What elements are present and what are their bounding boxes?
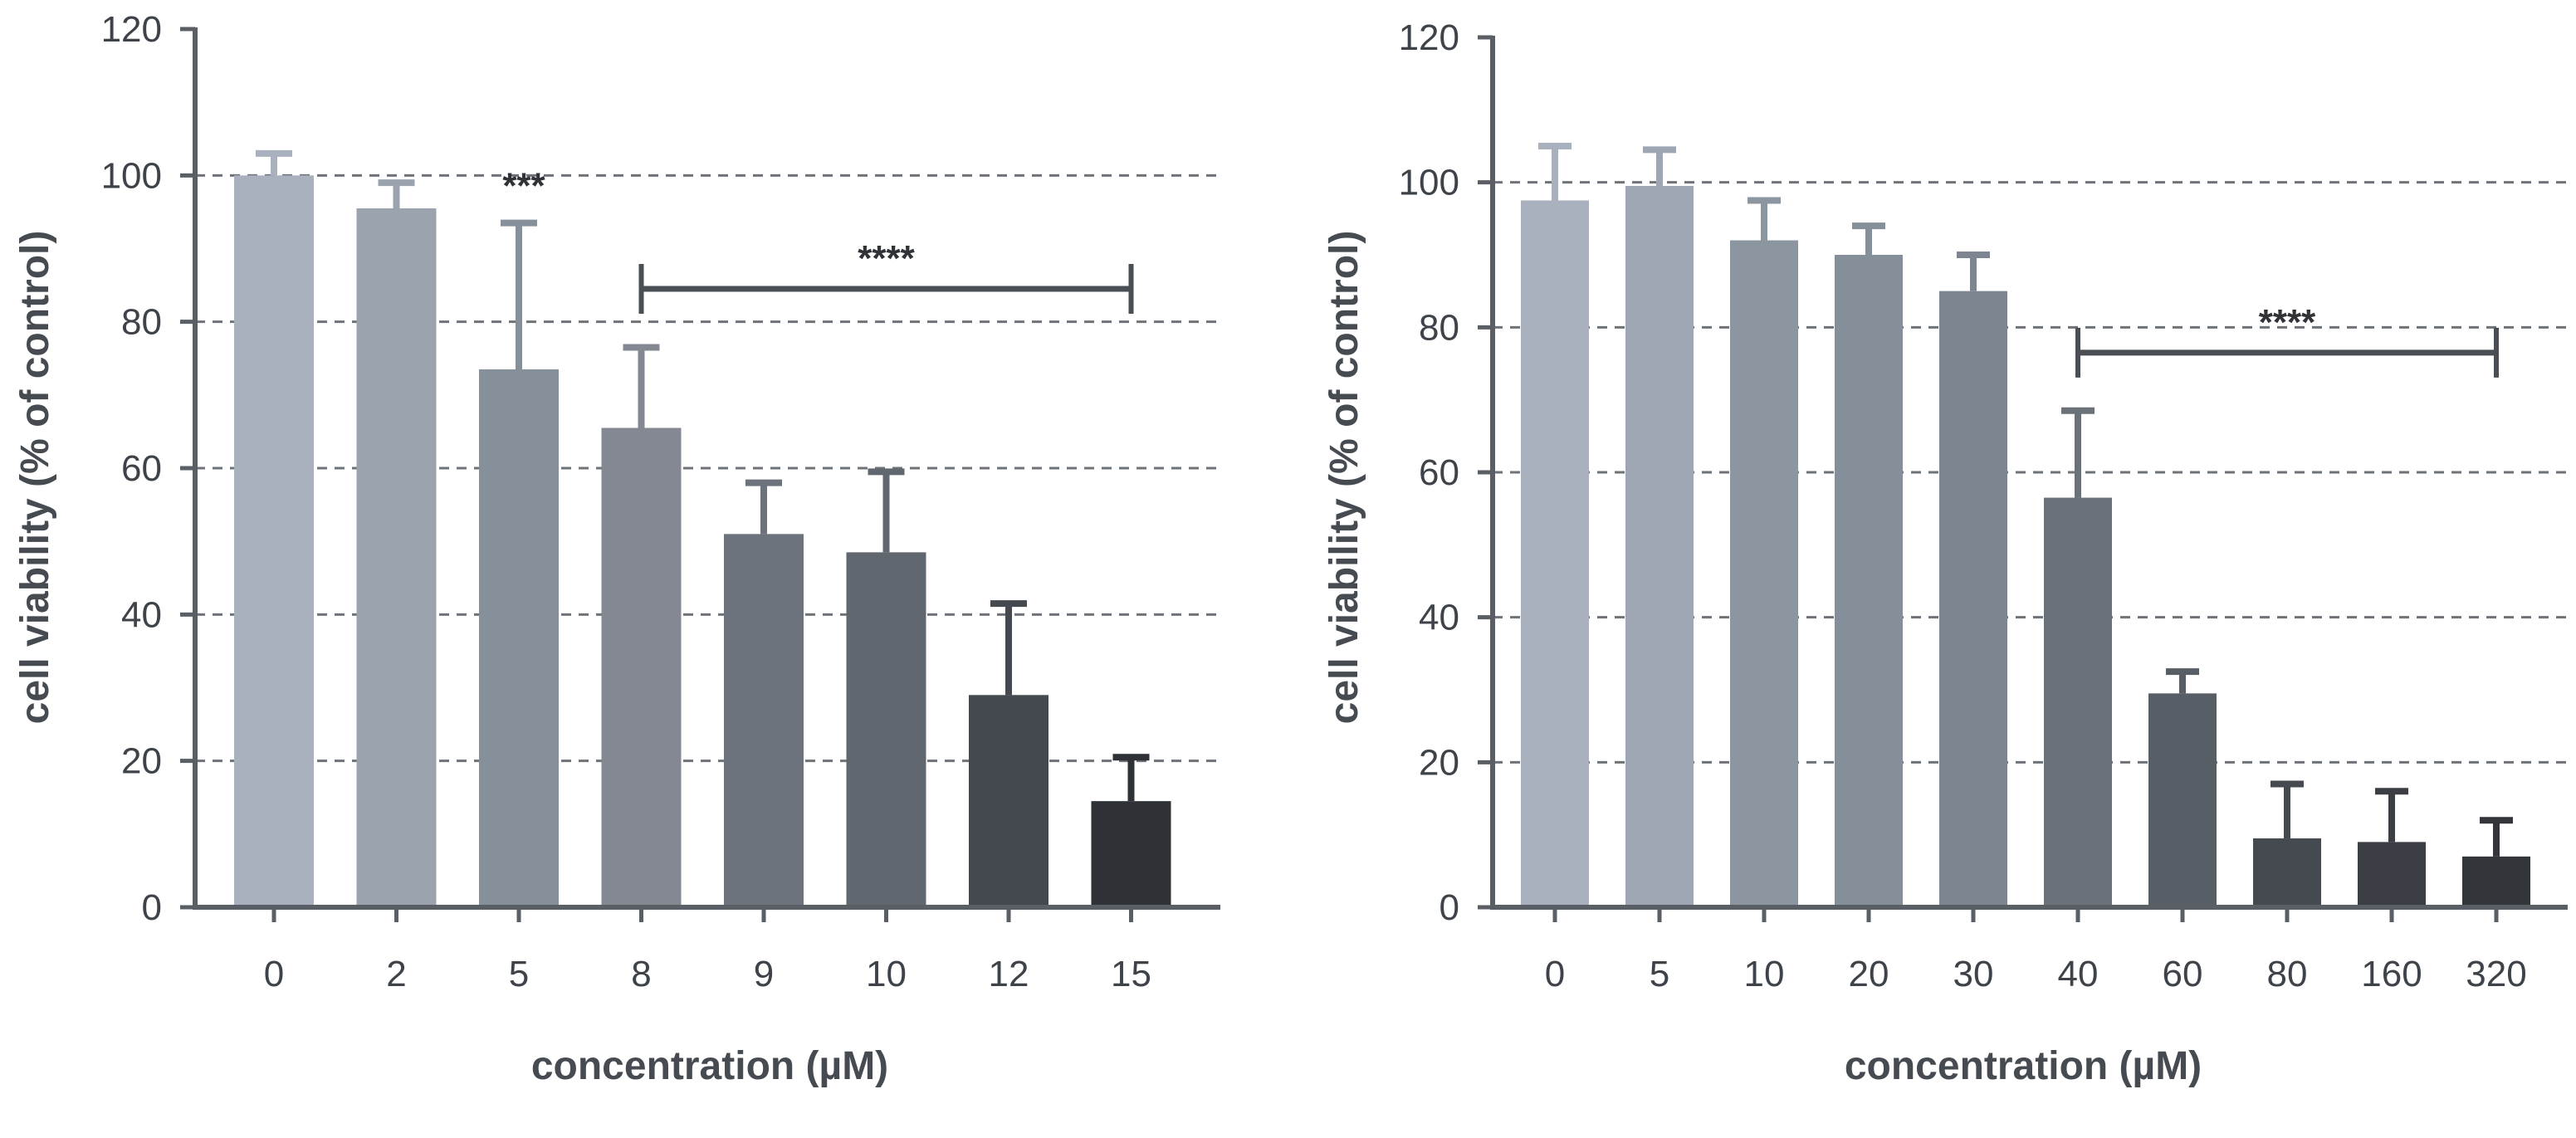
y-tick-label: 100	[1399, 163, 1459, 203]
bar-320	[2462, 856, 2530, 907]
bar-10	[1730, 240, 1798, 907]
x-tick-label: 12	[989, 954, 1029, 994]
bar-0	[234, 175, 314, 908]
bar-2	[356, 208, 437, 908]
bar-5	[479, 369, 559, 908]
x-tick-label: 0	[1545, 954, 1565, 994]
bar-5	[1625, 186, 1694, 908]
y-tick-label: 120	[1399, 17, 1459, 58]
x-tick-label: 30	[1953, 954, 1994, 994]
x-tick-label: 5	[1650, 954, 1669, 994]
significance-label: ****	[2259, 302, 2316, 343]
bar-10	[846, 552, 926, 907]
y-tick-label: 0	[142, 887, 162, 928]
bar-80	[2253, 838, 2321, 907]
bar-0	[1521, 200, 1589, 907]
x-tick-label: 15	[1111, 954, 1151, 994]
x-tick-label: 10	[1744, 954, 1785, 994]
x-tick-label: 0	[264, 954, 284, 994]
x-tick-label: 2	[386, 954, 406, 994]
y-tick-label: 60	[121, 448, 162, 489]
y-tick-label: 100	[101, 155, 162, 196]
x-tick-label: 20	[1849, 954, 1889, 994]
y-tick-label: 40	[121, 594, 162, 635]
bar-12	[969, 695, 1048, 907]
bar-40	[2044, 497, 2112, 907]
x-tick-label: 5	[509, 954, 529, 994]
y-tick-label: 60	[1419, 452, 1459, 493]
y-tick-label: 20	[1419, 742, 1459, 783]
bar-20	[1835, 255, 1903, 907]
y-tick-label: 40	[1419, 598, 1459, 638]
x-axis-title: concentration (µM)	[531, 1044, 888, 1088]
x-tick-label: 160	[2361, 954, 2422, 994]
bar-60	[2148, 693, 2217, 907]
y-tick-label: 120	[101, 9, 162, 50]
bar-8	[601, 427, 682, 907]
chart-panel-left: 0 20 40 60 80 100 120 0 2 5 8 9 10 12 15 concentration …	[13, 9, 1220, 1088]
y-axis-title: cell viability (% of control)	[1322, 231, 1366, 725]
x-tick-label: 60	[2163, 954, 2203, 994]
chart-panel-right: 0 20 40 60 80 100 120 0 5 10 20 30 40 60 80 160 320 conce…	[1322, 17, 2568, 1088]
x-tick-label: 10	[866, 954, 907, 994]
bar-30	[1939, 291, 2007, 908]
x-tick-label: 40	[2058, 954, 2099, 994]
y-tick-label: 80	[121, 302, 162, 343]
significance-label: ****	[858, 238, 915, 279]
bar-9	[724, 534, 804, 907]
x-tick-label: 80	[2267, 954, 2308, 994]
bar-160	[2358, 842, 2426, 907]
y-tick-label: 20	[121, 741, 162, 782]
x-tick-label: 9	[754, 954, 774, 994]
x-tick-label: 8	[631, 954, 651, 994]
x-tick-label: 320	[2466, 954, 2526, 994]
y-axis-title: cell viability (% of control)	[13, 231, 57, 725]
significance-label: ***	[502, 166, 545, 207]
y-tick-label: 80	[1419, 307, 1459, 348]
x-axis-title: concentration (µM)	[1845, 1044, 2202, 1088]
bar-15	[1091, 801, 1171, 907]
y-tick-label: 0	[1440, 887, 1459, 928]
